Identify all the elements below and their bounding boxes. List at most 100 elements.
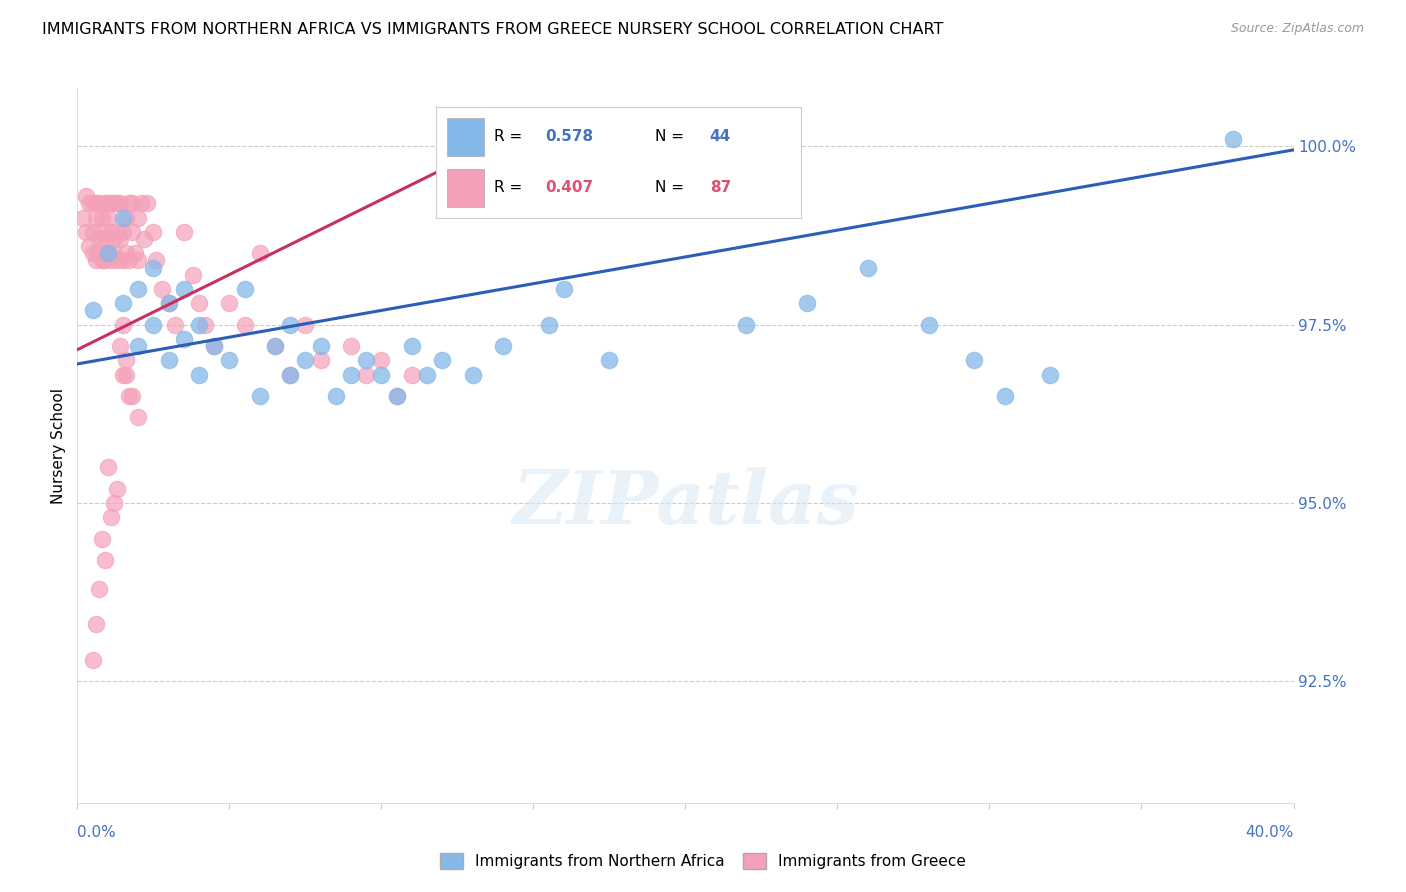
Point [87, 232, 110, 246]
Point [370, 368, 392, 382]
Point [108, 339, 131, 353]
Point [82, 653, 104, 667]
Point [75, 189, 97, 203]
Point [93, 196, 115, 211]
Point [111, 296, 134, 310]
Point [103, 196, 125, 211]
Point [181, 268, 204, 282]
Point [354, 368, 377, 382]
Point [264, 339, 287, 353]
Point [157, 353, 180, 368]
Point [82, 246, 104, 260]
Point [294, 318, 316, 332]
Point [121, 196, 143, 211]
Point [82, 196, 104, 211]
Point [93, 553, 115, 567]
Point [1222, 132, 1244, 146]
Point [1039, 368, 1062, 382]
Point [103, 496, 125, 510]
Point [278, 368, 301, 382]
Point [97, 211, 120, 225]
Point [127, 410, 149, 425]
Point [461, 368, 484, 382]
Point [87, 196, 110, 211]
Point [416, 368, 439, 382]
Point [492, 339, 515, 353]
Point [127, 339, 149, 353]
Point [84, 196, 107, 211]
Point [82, 303, 104, 318]
Point [385, 389, 408, 403]
Point [157, 296, 180, 310]
Point [294, 353, 316, 368]
Point [173, 225, 195, 239]
Text: 0.0%: 0.0% [77, 825, 117, 840]
Point [264, 339, 287, 353]
Point [100, 196, 122, 211]
Point [194, 318, 217, 332]
Point [994, 389, 1017, 403]
Point [118, 253, 141, 268]
Point [115, 368, 138, 382]
Point [202, 339, 225, 353]
Point [97, 196, 120, 211]
Point [188, 296, 211, 310]
Point [163, 318, 186, 332]
Point [90, 211, 112, 225]
Point [121, 225, 143, 239]
Point [84, 617, 107, 632]
Point [93, 232, 115, 246]
Point [145, 253, 167, 268]
Text: Source: ZipAtlas.com: Source: ZipAtlas.com [1230, 22, 1364, 36]
Point [93, 253, 115, 268]
Point [111, 253, 134, 268]
Point [188, 318, 211, 332]
Point [249, 246, 271, 260]
Point [340, 339, 363, 353]
Point [218, 353, 240, 368]
Point [111, 211, 134, 225]
Point [90, 225, 112, 239]
Point [97, 246, 120, 260]
Point [856, 260, 879, 275]
Point [401, 368, 423, 382]
Point [340, 368, 363, 382]
Point [127, 253, 149, 268]
Point [537, 318, 560, 332]
Text: IMMIGRANTS FROM NORTHERN AFRICA VS IMMIGRANTS FROM GREECE NURSERY SCHOOL CORRELA: IMMIGRANTS FROM NORTHERN AFRICA VS IMMIG… [42, 22, 943, 37]
Point [115, 246, 138, 260]
Point [111, 225, 134, 239]
Point [127, 211, 149, 225]
Point [157, 296, 180, 310]
Point [127, 282, 149, 296]
Point [84, 253, 107, 268]
Point [142, 318, 165, 332]
Point [233, 282, 256, 296]
Point [100, 253, 122, 268]
Point [100, 510, 122, 524]
Point [136, 196, 159, 211]
Point [233, 318, 256, 332]
Point [105, 253, 128, 268]
Point [430, 353, 453, 368]
Legend: Immigrants from Northern Africa, Immigrants from Greece: Immigrants from Northern Africa, Immigra… [434, 847, 972, 875]
Point [90, 532, 112, 546]
Point [370, 353, 392, 368]
Point [278, 368, 301, 382]
Point [142, 225, 165, 239]
Point [111, 368, 134, 382]
Point [87, 246, 110, 260]
Point [385, 389, 408, 403]
Point [173, 282, 195, 296]
Point [121, 389, 143, 403]
Point [202, 339, 225, 353]
Point [118, 389, 141, 403]
Point [598, 353, 620, 368]
Point [134, 232, 156, 246]
Point [105, 225, 128, 239]
Point [84, 211, 107, 225]
Point [79, 239, 101, 253]
Point [115, 211, 138, 225]
Point [108, 232, 131, 246]
Point [142, 260, 165, 275]
